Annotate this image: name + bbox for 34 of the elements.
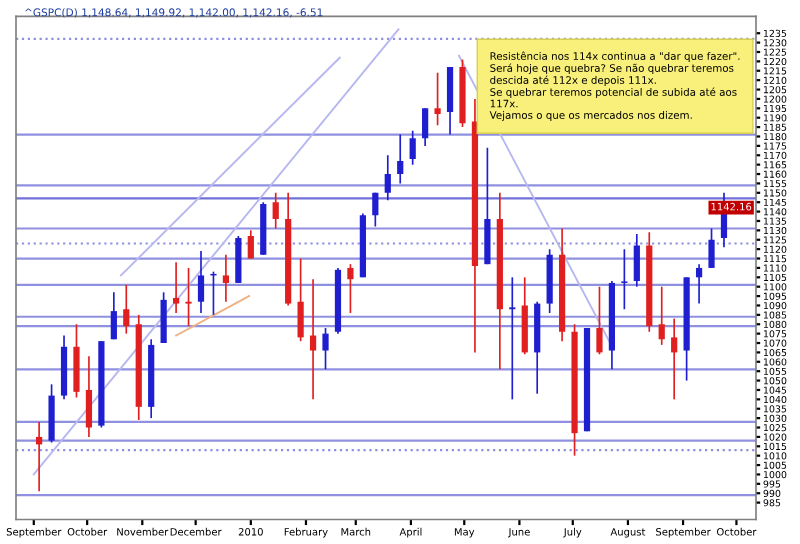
candlestick xyxy=(322,327,329,371)
candlestick xyxy=(222,253,230,303)
candlestick xyxy=(509,276,516,401)
candlestick xyxy=(372,191,379,228)
candlestick xyxy=(247,229,254,260)
candlestick xyxy=(347,263,354,314)
candlestick xyxy=(596,285,603,356)
candlestick xyxy=(434,71,441,127)
candlestick xyxy=(521,276,528,356)
candlestick xyxy=(484,146,491,265)
candlestick xyxy=(197,250,205,314)
candlestick xyxy=(384,154,391,202)
candlestick xyxy=(658,285,665,346)
candlestick xyxy=(633,233,640,288)
candlestick xyxy=(85,355,93,438)
candlestick xyxy=(409,130,416,166)
candlestick xyxy=(48,383,55,444)
candlestick xyxy=(309,278,317,401)
candlestick xyxy=(695,263,703,305)
candlestick xyxy=(123,283,130,335)
candlestick xyxy=(708,227,715,269)
candlestick xyxy=(235,235,242,284)
candlestick xyxy=(185,267,192,327)
candlestick xyxy=(446,66,454,136)
candlestick xyxy=(73,323,80,399)
candlestick xyxy=(671,317,678,401)
candlestick xyxy=(297,257,304,342)
candlestick xyxy=(621,248,628,311)
candlestick xyxy=(397,133,404,185)
candlestick xyxy=(110,291,117,341)
candlestick xyxy=(272,191,279,230)
candlestick xyxy=(422,107,429,147)
candlestick xyxy=(160,291,167,344)
candlestick xyxy=(172,261,180,314)
